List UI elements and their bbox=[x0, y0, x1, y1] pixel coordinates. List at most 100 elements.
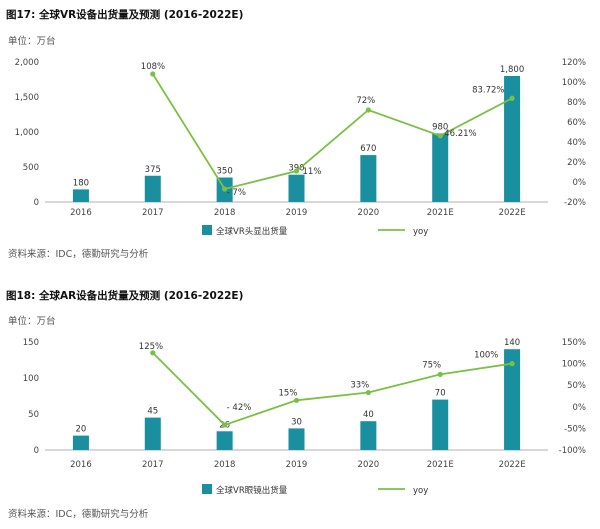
yoy-value-label: - 42% bbox=[227, 403, 252, 413]
yoy-point bbox=[365, 107, 371, 113]
y-right-tick-label: 60% bbox=[567, 118, 586, 128]
yoy-point bbox=[509, 361, 515, 367]
x-tick-label: 2020 bbox=[358, 208, 380, 218]
figure-title: 图18: 全球AR设备出货量及预测 (2016-2022E) bbox=[6, 290, 244, 302]
bar-value-label: 375 bbox=[145, 165, 161, 175]
ar-shipments-chart: 0 50 100 150 -100% -50% 0% 50% 100% 150% 20 2016 45 2… bbox=[23, 338, 587, 496]
bar bbox=[72, 435, 89, 450]
y-right-tick-label: 20% bbox=[567, 158, 586, 168]
bar-value-label: 45 bbox=[147, 407, 158, 417]
yoy-line bbox=[152, 73, 513, 191]
y-left-tick-label: 1,500 bbox=[15, 93, 39, 103]
y-right-tick-label: -20% bbox=[564, 198, 586, 208]
source-note: 资料来源：IDC，德勤研究与分析 bbox=[8, 509, 149, 520]
x-tick-label: 2021E bbox=[427, 460, 454, 470]
bar-value-label: 40 bbox=[363, 410, 374, 420]
bar bbox=[504, 349, 521, 450]
bar-value-label: 70 bbox=[435, 389, 446, 399]
legend-bar-swatch bbox=[202, 484, 212, 494]
bar bbox=[144, 175, 161, 202]
legend-bar-label: 全球VR头显出货量 bbox=[216, 226, 288, 237]
yoy-value-label: - 7% bbox=[227, 188, 246, 198]
bar-value-label: 1,800 bbox=[500, 65, 524, 75]
bar bbox=[216, 431, 233, 450]
yoy-point bbox=[437, 133, 443, 139]
yoy-value-label: 33% bbox=[350, 381, 369, 391]
y-right-tick-label: 0% bbox=[573, 178, 587, 188]
y-right-tick-label: 100% bbox=[562, 78, 586, 88]
y-left-tick-label: 100 bbox=[23, 374, 39, 384]
unit-label: 单位：万台 bbox=[8, 36, 56, 47]
figure-vr: 图17: 全球VR设备出货量及预测 (2016-2022E) 单位：万台 0 50… bbox=[6, 9, 587, 260]
x-tick-label: 2020 bbox=[358, 460, 380, 470]
y-left-tick-label: 2,000 bbox=[15, 58, 39, 68]
x-tick-label: 2022E bbox=[499, 208, 526, 218]
yoy-point bbox=[509, 95, 515, 101]
x-tick-label: 2018 bbox=[214, 208, 236, 218]
x-tick-label: 2016 bbox=[70, 208, 92, 218]
x-tick-label: 2016 bbox=[70, 460, 92, 470]
bar-value-label: 180 bbox=[73, 178, 89, 188]
y-left-tick-label: 0 bbox=[34, 446, 39, 456]
unit-label: 单位：万台 bbox=[8, 316, 56, 327]
y-right-tick-label: 40% bbox=[567, 138, 586, 148]
y-right-tick-label: 50% bbox=[567, 381, 586, 391]
legend-line-label: yoy bbox=[413, 486, 428, 496]
bar bbox=[72, 189, 89, 202]
yoy-value-label: 108% bbox=[141, 62, 165, 72]
bar bbox=[360, 421, 377, 450]
yoy-point bbox=[293, 168, 300, 174]
yoy-point bbox=[222, 186, 228, 192]
x-tick-label: 2018 bbox=[214, 460, 236, 470]
y-right-tick-label: 80% bbox=[567, 98, 586, 108]
x-tick-label: 2019 bbox=[286, 208, 308, 218]
bar bbox=[144, 417, 161, 450]
figure-title: 图17: 全球VR设备出货量及预测 (2016-2022E) bbox=[6, 9, 244, 21]
bar-value-label: 350 bbox=[217, 167, 233, 177]
bar-value-label: 30 bbox=[291, 417, 302, 427]
bar-value-label: 20 bbox=[76, 425, 87, 435]
x-tick-label: 2017 bbox=[142, 208, 164, 218]
yoy-point bbox=[365, 389, 371, 396]
yoy-point bbox=[293, 397, 300, 403]
source-note: 资料来源：IDC，德勤研究与分析 bbox=[8, 249, 149, 260]
y-right-tick-label: -50% bbox=[564, 424, 586, 434]
yoy-line bbox=[152, 352, 513, 426]
vr-shipments-chart: 0 500 1,000 1,500 2,000 -20% 0% 20% 40% 60% 80% 100… bbox=[15, 58, 587, 237]
y-left-tick-label: 0 bbox=[34, 198, 39, 208]
y-right-tick-label: 0% bbox=[573, 403, 587, 413]
bar bbox=[432, 133, 449, 202]
x-tick-label: 2017 bbox=[142, 460, 164, 470]
legend-bar-swatch bbox=[202, 225, 212, 235]
bar-value-label: 140 bbox=[504, 338, 520, 348]
yoy-point bbox=[437, 371, 443, 377]
yoy-value-label: 15% bbox=[279, 388, 298, 398]
bar bbox=[432, 399, 449, 450]
y-right-tick-label: 120% bbox=[562, 58, 586, 68]
yoy-value-label: 83.72% bbox=[472, 85, 504, 95]
bar bbox=[288, 428, 305, 450]
y-right-tick-label: -100% bbox=[559, 446, 586, 456]
bar-value-label: 26 bbox=[219, 420, 230, 430]
x-tick-label: 2019 bbox=[286, 460, 308, 470]
bar bbox=[360, 155, 377, 202]
yoy-value-label: 100% bbox=[474, 351, 498, 361]
legend-line-label: yoy bbox=[413, 227, 428, 237]
x-tick-label: 2021E bbox=[427, 208, 454, 218]
legend-bar-label: 全球VR眼镜出货量 bbox=[216, 485, 288, 496]
y-left-tick-label: 150 bbox=[23, 338, 39, 348]
y-right-tick-label: 100% bbox=[562, 360, 586, 370]
yoy-value-label: 125% bbox=[139, 342, 163, 352]
yoy-value-label: 72% bbox=[356, 96, 375, 106]
yoy-point bbox=[150, 71, 156, 77]
yoy-value-label: 75% bbox=[422, 360, 441, 370]
y-left-tick-label: 500 bbox=[23, 163, 39, 173]
bar-value-label: 670 bbox=[360, 144, 376, 154]
yoy-point bbox=[222, 422, 228, 428]
bar bbox=[288, 174, 305, 202]
bar bbox=[504, 76, 521, 202]
y-right-tick-label: 150% bbox=[562, 338, 586, 348]
yoy-value-label: 46.21% bbox=[444, 129, 476, 139]
y-left-tick-label: 1,000 bbox=[15, 128, 39, 138]
y-left-tick-label: 50 bbox=[28, 410, 39, 420]
